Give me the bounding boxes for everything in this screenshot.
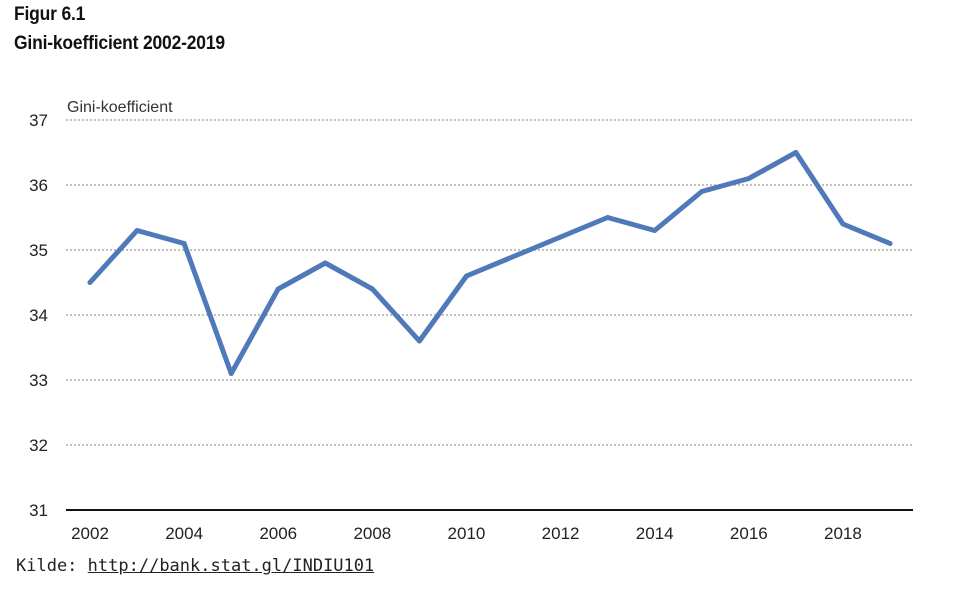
data-point xyxy=(87,280,93,285)
data-point xyxy=(417,338,422,344)
data-point xyxy=(793,150,799,155)
series-line xyxy=(87,150,893,376)
data-point xyxy=(840,221,846,227)
source-note: Kilde: http://bank.stat.gl/INDIU101 xyxy=(16,556,374,576)
data-point xyxy=(699,189,705,194)
y-tick-label: 37 xyxy=(29,111,48,130)
source-prefix: Kilde: xyxy=(16,556,78,576)
data-point xyxy=(887,241,893,246)
x-tick-label: 2012 xyxy=(542,524,580,543)
x-tick-label: 2004 xyxy=(165,524,203,543)
x-tick-label: 2016 xyxy=(730,524,768,543)
x-tick-label: 2018 xyxy=(824,524,862,543)
data-point xyxy=(605,215,611,220)
y-tick-label: 33 xyxy=(29,371,48,390)
y-tick-label: 36 xyxy=(29,176,48,195)
x-tick-label: 2006 xyxy=(259,524,297,543)
data-point xyxy=(228,371,234,376)
x-tick-label: 2014 xyxy=(636,524,674,543)
x-tick-label: 2008 xyxy=(353,524,391,543)
figure-title: Gini-koefficient 2002-2019 xyxy=(14,33,225,54)
series-layer xyxy=(87,150,893,376)
data-point xyxy=(652,228,658,233)
y-tick-label: 31 xyxy=(29,501,48,520)
data-point xyxy=(558,234,563,240)
data-point xyxy=(464,273,469,279)
y-axis-label: Gini-koefficient xyxy=(67,99,173,116)
y-axis-ticks: 31 32 33 34 35 36 37 xyxy=(29,111,48,520)
gridlines xyxy=(66,119,913,511)
data-point xyxy=(322,260,328,266)
x-axis-ticks: 2002 2004 2006 2008 2010 2012 2014 2016 2018 xyxy=(71,524,862,543)
data-point xyxy=(275,286,281,292)
data-point xyxy=(134,228,140,233)
figure-label: Figur 6.1 xyxy=(14,4,86,25)
y-tick-label: 35 xyxy=(29,241,48,260)
data-point xyxy=(181,241,187,246)
data-point xyxy=(369,286,375,292)
x-tick-label: 2002 xyxy=(71,524,109,543)
y-tick-label: 32 xyxy=(29,436,48,455)
source-link[interactable]: http://bank.stat.gl/INDIU101 xyxy=(87,556,375,576)
x-tick-label: 2010 xyxy=(448,524,486,543)
y-tick-label: 34 xyxy=(29,306,48,325)
data-point xyxy=(511,254,516,259)
data-point xyxy=(746,176,752,181)
